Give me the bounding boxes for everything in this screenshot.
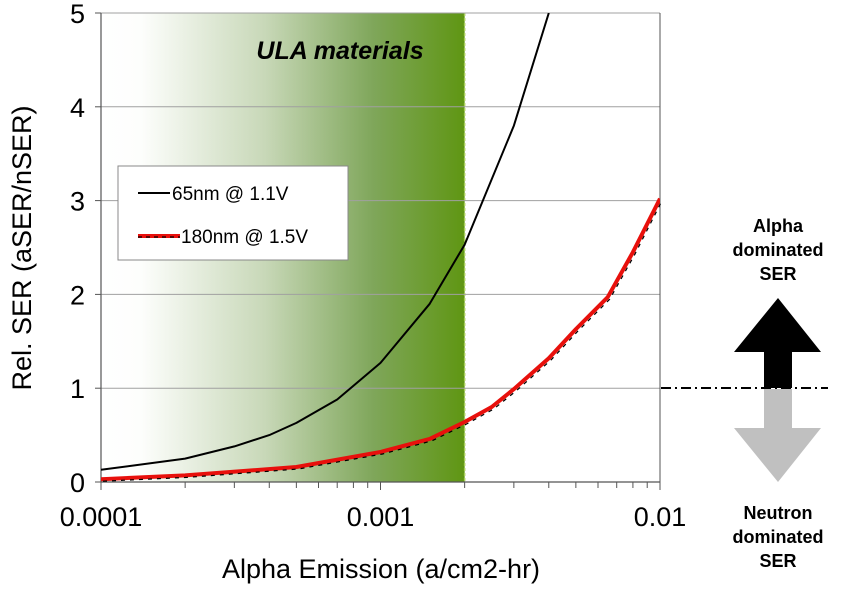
legend: 65nm @ 1.1V 180nm @ 1.5V bbox=[117, 165, 349, 261]
y-tick-label: 1 bbox=[70, 374, 85, 404]
up-arrow bbox=[734, 298, 821, 388]
y-tick-label: 3 bbox=[70, 187, 85, 217]
y-tick-label: 4 bbox=[70, 93, 85, 123]
alpha-label-line-2: dominated bbox=[732, 240, 823, 260]
series-line-180nm-dashed bbox=[103, 200, 662, 482]
y-tick-label: 5 bbox=[70, 0, 85, 29]
neutron-label-line-1: Neutron bbox=[744, 503, 813, 523]
y-tick-label: 0 bbox=[70, 468, 85, 498]
series-line-180nm bbox=[101, 197, 660, 482]
x-tick-label: 0.0001 bbox=[60, 502, 143, 532]
neutron-label-line-3: SER bbox=[759, 551, 796, 571]
x-axis-title: Alpha Emission (a/cm2-hr) bbox=[222, 554, 540, 584]
x-tick-label: 0.001 bbox=[347, 502, 415, 532]
neutron-label-line-2: dominated bbox=[732, 527, 823, 547]
arrows-annotation: Alpha dominated SER Neutron dominated SE… bbox=[661, 216, 828, 571]
y-axis-title: Rel. SER (aSER/nSER) bbox=[7, 105, 37, 390]
x-tick-label: 0.01 bbox=[634, 502, 687, 532]
y-tick-label: 2 bbox=[70, 280, 85, 310]
alpha-label-line-3: SER bbox=[759, 264, 796, 284]
legend-box bbox=[117, 165, 349, 261]
legend-label-65nm: 65nm @ 1.1V bbox=[172, 184, 289, 205]
legend-label-180nm: 180nm @ 1.5V bbox=[181, 227, 308, 248]
alpha-label-line-1: Alpha bbox=[753, 216, 804, 236]
series-line-65nm bbox=[101, 13, 550, 471]
ula-label: ULA materials bbox=[256, 37, 423, 65]
down-arrow bbox=[734, 389, 821, 482]
